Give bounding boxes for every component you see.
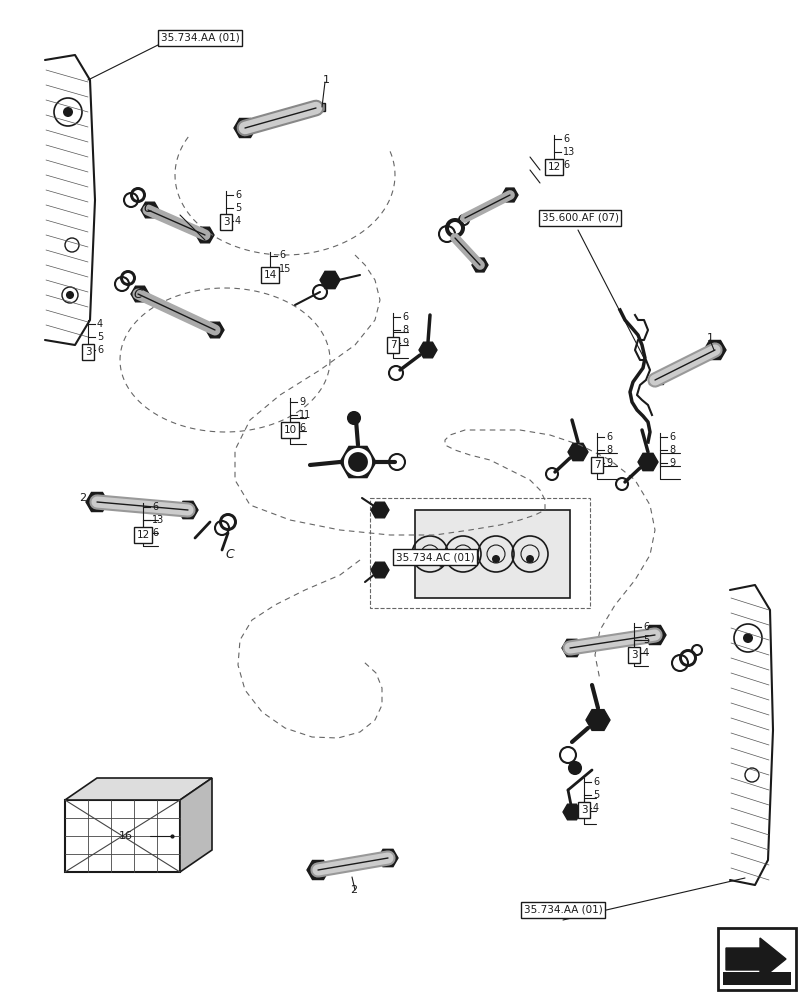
Polygon shape xyxy=(180,778,212,872)
Text: 6: 6 xyxy=(235,190,241,200)
Circle shape xyxy=(123,273,133,283)
Text: 15: 15 xyxy=(279,263,292,273)
Text: 3: 3 xyxy=(631,650,638,660)
Text: C: C xyxy=(225,548,234,562)
Bar xyxy=(718,928,796,990)
Text: 4: 4 xyxy=(97,319,103,329)
Circle shape xyxy=(120,270,136,286)
Circle shape xyxy=(492,555,500,563)
Text: 16: 16 xyxy=(119,831,133,841)
Text: 9: 9 xyxy=(402,338,408,348)
Text: 4: 4 xyxy=(593,803,599,813)
Circle shape xyxy=(743,633,753,643)
Text: 11: 11 xyxy=(299,410,311,420)
Text: 6: 6 xyxy=(402,312,408,322)
Text: 35.734.AC (01): 35.734.AC (01) xyxy=(396,552,474,562)
Text: 6: 6 xyxy=(152,528,158,538)
Text: 8: 8 xyxy=(669,445,675,455)
Polygon shape xyxy=(726,938,786,980)
Text: 3: 3 xyxy=(581,805,587,815)
Circle shape xyxy=(219,513,237,531)
Circle shape xyxy=(682,652,694,664)
Text: 5: 5 xyxy=(643,635,650,645)
Bar xyxy=(415,510,570,598)
Circle shape xyxy=(569,762,581,774)
Bar xyxy=(311,103,325,111)
Text: 6: 6 xyxy=(669,432,675,442)
Circle shape xyxy=(426,555,434,563)
Circle shape xyxy=(445,218,465,238)
Text: 1: 1 xyxy=(322,75,330,85)
Circle shape xyxy=(130,187,146,203)
Text: 3: 3 xyxy=(223,217,229,227)
Circle shape xyxy=(348,412,360,424)
Text: 8: 8 xyxy=(606,445,612,455)
Circle shape xyxy=(133,190,143,200)
Text: 6: 6 xyxy=(279,250,285,260)
Bar xyxy=(65,800,180,872)
Text: 9: 9 xyxy=(606,458,612,468)
Text: 13: 13 xyxy=(152,515,164,525)
Text: 7: 7 xyxy=(594,460,600,470)
Text: 35.734.AA (01): 35.734.AA (01) xyxy=(524,905,603,915)
Text: 8: 8 xyxy=(402,325,408,335)
Text: C: C xyxy=(144,202,153,215)
Text: 6: 6 xyxy=(593,777,599,787)
Text: 10: 10 xyxy=(284,425,297,435)
Text: 1: 1 xyxy=(706,333,713,343)
Text: 6: 6 xyxy=(299,423,305,433)
Text: 12: 12 xyxy=(137,530,149,540)
Circle shape xyxy=(526,555,534,563)
Text: 9: 9 xyxy=(299,397,305,407)
Polygon shape xyxy=(723,972,791,985)
Bar xyxy=(370,498,590,608)
Polygon shape xyxy=(65,778,212,800)
Text: 5: 5 xyxy=(235,203,242,213)
Text: 2: 2 xyxy=(351,885,358,895)
Text: 5: 5 xyxy=(97,332,103,342)
Text: 4: 4 xyxy=(643,648,649,658)
Text: C: C xyxy=(133,288,142,300)
Bar xyxy=(649,376,663,384)
Circle shape xyxy=(449,222,461,234)
Circle shape xyxy=(63,107,73,117)
Text: 6: 6 xyxy=(563,134,569,144)
Text: 12: 12 xyxy=(547,162,561,172)
Text: 7: 7 xyxy=(389,340,396,350)
Circle shape xyxy=(222,516,234,528)
Text: 6: 6 xyxy=(563,160,569,170)
Text: 2: 2 xyxy=(79,493,86,503)
Circle shape xyxy=(459,555,467,563)
Text: 14: 14 xyxy=(263,270,276,280)
Text: 35.600.AF (07): 35.600.AF (07) xyxy=(541,213,618,223)
Text: 6: 6 xyxy=(97,345,103,355)
Text: 9: 9 xyxy=(669,458,675,468)
Text: 6: 6 xyxy=(152,502,158,512)
Text: 5: 5 xyxy=(593,790,600,800)
Text: 35.734.AA (01): 35.734.AA (01) xyxy=(161,33,239,43)
Text: 13: 13 xyxy=(563,147,575,157)
Text: 3: 3 xyxy=(85,347,91,357)
Circle shape xyxy=(67,292,73,298)
Text: 6: 6 xyxy=(606,432,612,442)
Text: 4: 4 xyxy=(235,216,241,226)
Text: 6: 6 xyxy=(643,622,649,632)
Circle shape xyxy=(679,649,697,667)
